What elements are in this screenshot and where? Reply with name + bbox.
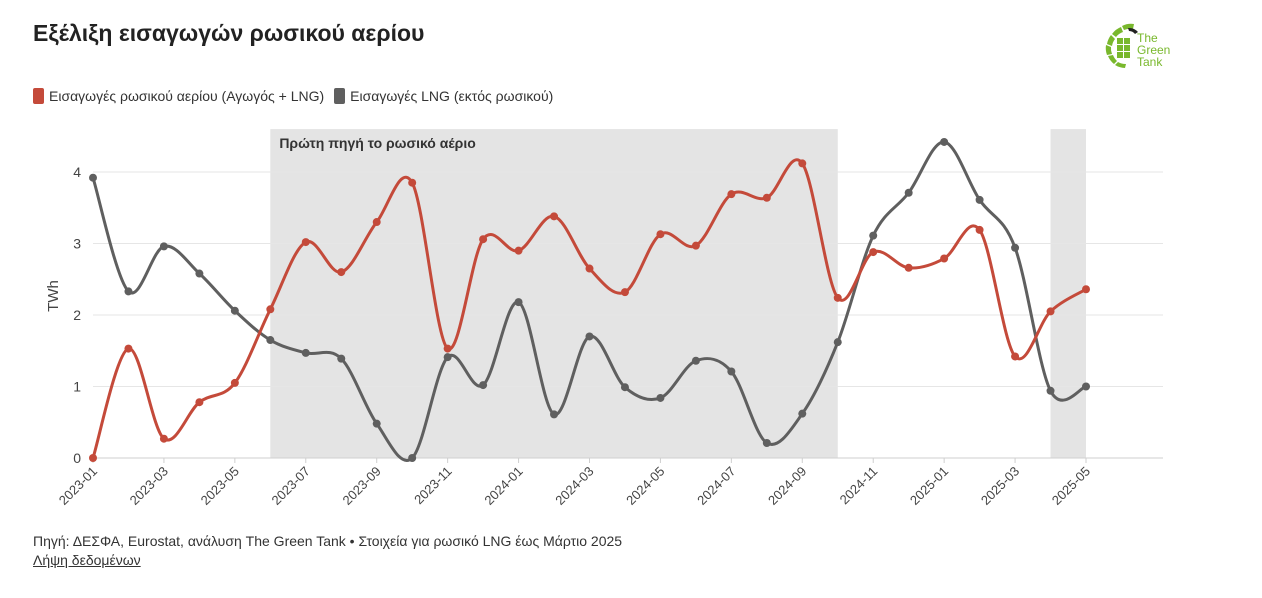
series-0-point-2023-11 — [443, 344, 452, 353]
series-1-point-2025-02 — [975, 195, 984, 204]
series-1-point-2024-09 — [798, 409, 807, 418]
series-0-point-2023-07 — [301, 238, 310, 247]
y-tick-label-2: 2 — [73, 307, 81, 323]
series-1-point-2023-11 — [443, 353, 452, 362]
series-0-point-2024-12 — [904, 263, 913, 272]
series-0-point-2025-03 — [1011, 352, 1020, 361]
x-tick-label-2023-05: 2023-05 — [198, 464, 242, 508]
series-1-point-2025-03 — [1011, 243, 1020, 252]
series-1-point-2024-03 — [585, 332, 594, 341]
series-0-point-2024-07 — [727, 190, 736, 199]
series-1-point-2023-07 — [301, 348, 310, 357]
series-0-point-2024-03 — [585, 264, 594, 273]
series-1-point-2025-01 — [940, 137, 949, 146]
green-tank-logo: The Green Tank — [1104, 22, 1184, 72]
legend-item-lng[interactable]: Εισαγωγές LNG (εκτός ρωσικού) — [334, 88, 553, 104]
x-tick-label-2023-03: 2023-03 — [127, 464, 171, 508]
x-tick-label-2025-05: 2025-05 — [1049, 464, 1093, 508]
series-0-point-2023-06 — [266, 305, 275, 314]
logo-text-the: The — [1137, 31, 1158, 45]
x-tick-label-2024-03: 2024-03 — [552, 464, 596, 508]
series-0-point-2025-01 — [940, 254, 949, 263]
series-0-point-2024-02 — [550, 212, 559, 221]
x-tick-label-2024-07: 2024-07 — [694, 464, 738, 508]
series-0-point-2024-10 — [833, 293, 842, 302]
legend-swatch-russian — [33, 88, 44, 104]
series-0-point-2023-09 — [372, 218, 381, 227]
series-1-point-2023-08 — [337, 354, 346, 363]
series-1-point-2023-09 — [372, 419, 381, 428]
series-0-point-2024-08 — [762, 193, 771, 202]
shaded-range-label-0: Πρώτη πηγή το ρωσικό αέριο — [279, 135, 475, 151]
x-tick-label-2023-09: 2023-09 — [339, 464, 383, 508]
download-data-link[interactable]: Λήψη δεδομένων — [33, 552, 141, 568]
series-1-point-2025-04 — [1046, 386, 1055, 395]
series-1-point-2024-07 — [727, 367, 736, 376]
series-0-point-2024-01 — [514, 246, 523, 255]
x-tick-label-2025-01: 2025-01 — [907, 464, 951, 508]
legend-label-lng: Εισαγωγές LNG (εκτός ρωσικού) — [350, 88, 554, 104]
series-line-1 — [91, 140, 1088, 462]
x-tick-label-2023-01: 2023-01 — [56, 464, 100, 508]
legend-item-russian[interactable]: Εισαγωγές ρωσικού αερίου (Αγωγός + LNG) — [33, 88, 324, 104]
series-0-point-2023-12 — [479, 235, 488, 244]
x-tick-label-2025-03: 2025-03 — [978, 464, 1022, 508]
series-0-point-2024-09 — [798, 159, 807, 168]
series-1-point-2024-06 — [691, 356, 700, 365]
series-1-point-2023-02 — [124, 287, 133, 296]
series-0-point-2024-05 — [656, 230, 665, 239]
x-tick-label-2024-11: 2024-11 — [837, 464, 881, 508]
series-1-point-2024-12 — [904, 188, 913, 197]
series-0-point-2023-02 — [124, 344, 133, 353]
x-tick-label-2024-01: 2024-01 — [481, 464, 525, 508]
series-0-point-2023-10 — [408, 178, 417, 187]
series-1-point-2024-02 — [550, 410, 559, 419]
y-tick-label-4: 4 — [73, 164, 81, 180]
series-1-point-2023-04 — [195, 269, 204, 278]
series-1-point-2023-03 — [159, 242, 168, 251]
series-1-point-2023-05 — [230, 306, 239, 315]
series-0-point-2025-02 — [975, 225, 984, 234]
series-1-point-2024-04 — [620, 383, 629, 392]
y-tick-label-0: 0 — [73, 450, 81, 466]
x-tick-label-2024-09: 2024-09 — [765, 464, 809, 508]
series-1-point-2024-11 — [869, 231, 878, 240]
shaded-range-0 — [270, 129, 838, 458]
series-1-point-2024-05 — [656, 393, 665, 402]
series-1-point-2024-08 — [762, 438, 771, 447]
series-1-point-2024-10 — [833, 338, 842, 347]
series-0-point-2024-06 — [691, 241, 700, 250]
series-1-point-2023-10 — [408, 454, 417, 462]
y-tick-label-1: 1 — [73, 379, 81, 395]
series-0-point-2025-04 — [1046, 307, 1055, 316]
series-1-point-2023-01 — [89, 173, 97, 182]
logo-text-green: Green — [1137, 43, 1170, 57]
series-0-point-2023-04 — [195, 398, 204, 407]
series-0-point-2024-04 — [620, 288, 629, 297]
chart-legend: Εισαγωγές ρωσικού αερίου (Αγωγός + LNG) … — [33, 88, 563, 104]
series-0-point-2025-05 — [1082, 285, 1090, 294]
series-line-0 — [91, 158, 1088, 460]
x-tick-label-2024-05: 2024-05 — [623, 464, 667, 508]
logo-text-tank: Tank — [1137, 55, 1163, 69]
x-tick-label-2023-11: 2023-11 — [411, 464, 455, 508]
series-0-point-2023-05 — [230, 378, 239, 387]
series-0-point-2024-11 — [869, 248, 878, 257]
series-0-point-2023-08 — [337, 268, 346, 277]
legend-label-russian: Εισαγωγές ρωσικού αερίου (Αγωγός + LNG) — [49, 88, 325, 104]
source-note: Πηγή: ΔΕΣΦΑ, Eurostat, ανάλυση The Green… — [33, 533, 623, 549]
series-1-point-2023-12 — [479, 381, 488, 390]
series-1-point-2023-06 — [266, 336, 275, 345]
series-0-point-2023-01 — [89, 454, 97, 462]
y-axis-label: TWh — [45, 280, 62, 312]
chart-title: Εξέλιξη εισαγωγών ρωσικού αερίου — [33, 20, 425, 46]
series-1-point-2024-01 — [514, 298, 523, 307]
y-tick-label-3: 3 — [73, 236, 81, 252]
legend-swatch-lng — [334, 88, 346, 104]
series-0-point-2023-03 — [159, 434, 168, 443]
series-1-point-2025-05 — [1082, 382, 1090, 391]
x-tick-label-2023-07: 2023-07 — [269, 464, 313, 508]
